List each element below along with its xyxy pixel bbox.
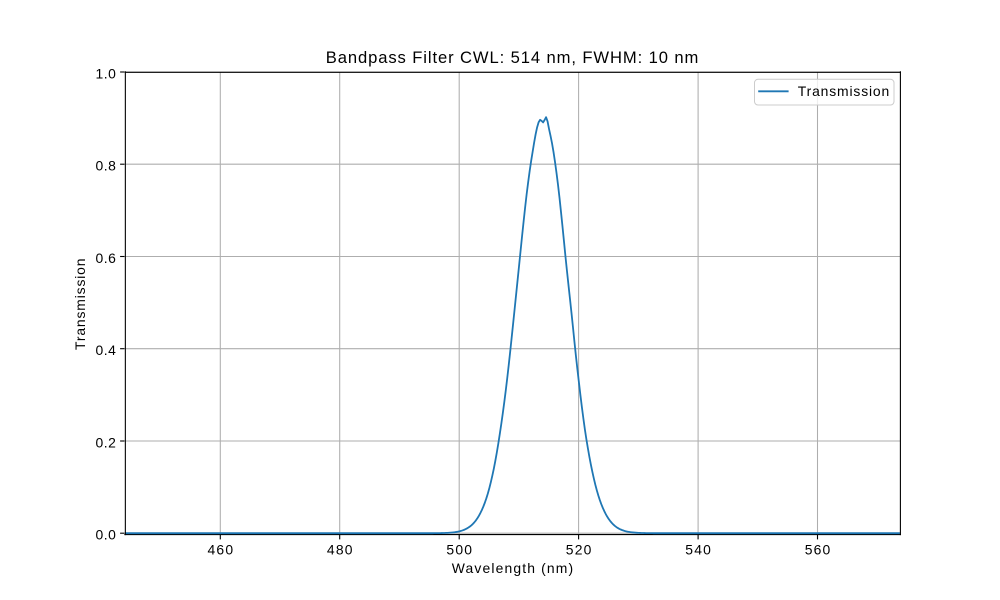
svg-text:Transmission: Transmission — [72, 258, 88, 350]
svg-text:Wavelength (nm): Wavelength (nm) — [452, 560, 575, 576]
svg-text:1.0: 1.0 — [95, 65, 116, 81]
svg-text:0.6: 0.6 — [95, 250, 116, 266]
svg-text:460: 460 — [208, 542, 235, 558]
svg-text:0.2: 0.2 — [95, 434, 116, 450]
svg-text:Bandpass Filter CWL: 514 nm, F: Bandpass Filter CWL: 514 nm, FWHM: 10 nm — [326, 48, 700, 67]
svg-text:540: 540 — [685, 542, 712, 558]
svg-text:Transmission: Transmission — [798, 83, 890, 99]
svg-text:0.8: 0.8 — [95, 158, 116, 174]
svg-text:560: 560 — [805, 542, 832, 558]
svg-text:480: 480 — [327, 542, 354, 558]
svg-text:520: 520 — [566, 542, 593, 558]
svg-text:500: 500 — [446, 542, 473, 558]
svg-text:0.0: 0.0 — [95, 527, 116, 543]
svg-text:0.4: 0.4 — [95, 342, 116, 358]
